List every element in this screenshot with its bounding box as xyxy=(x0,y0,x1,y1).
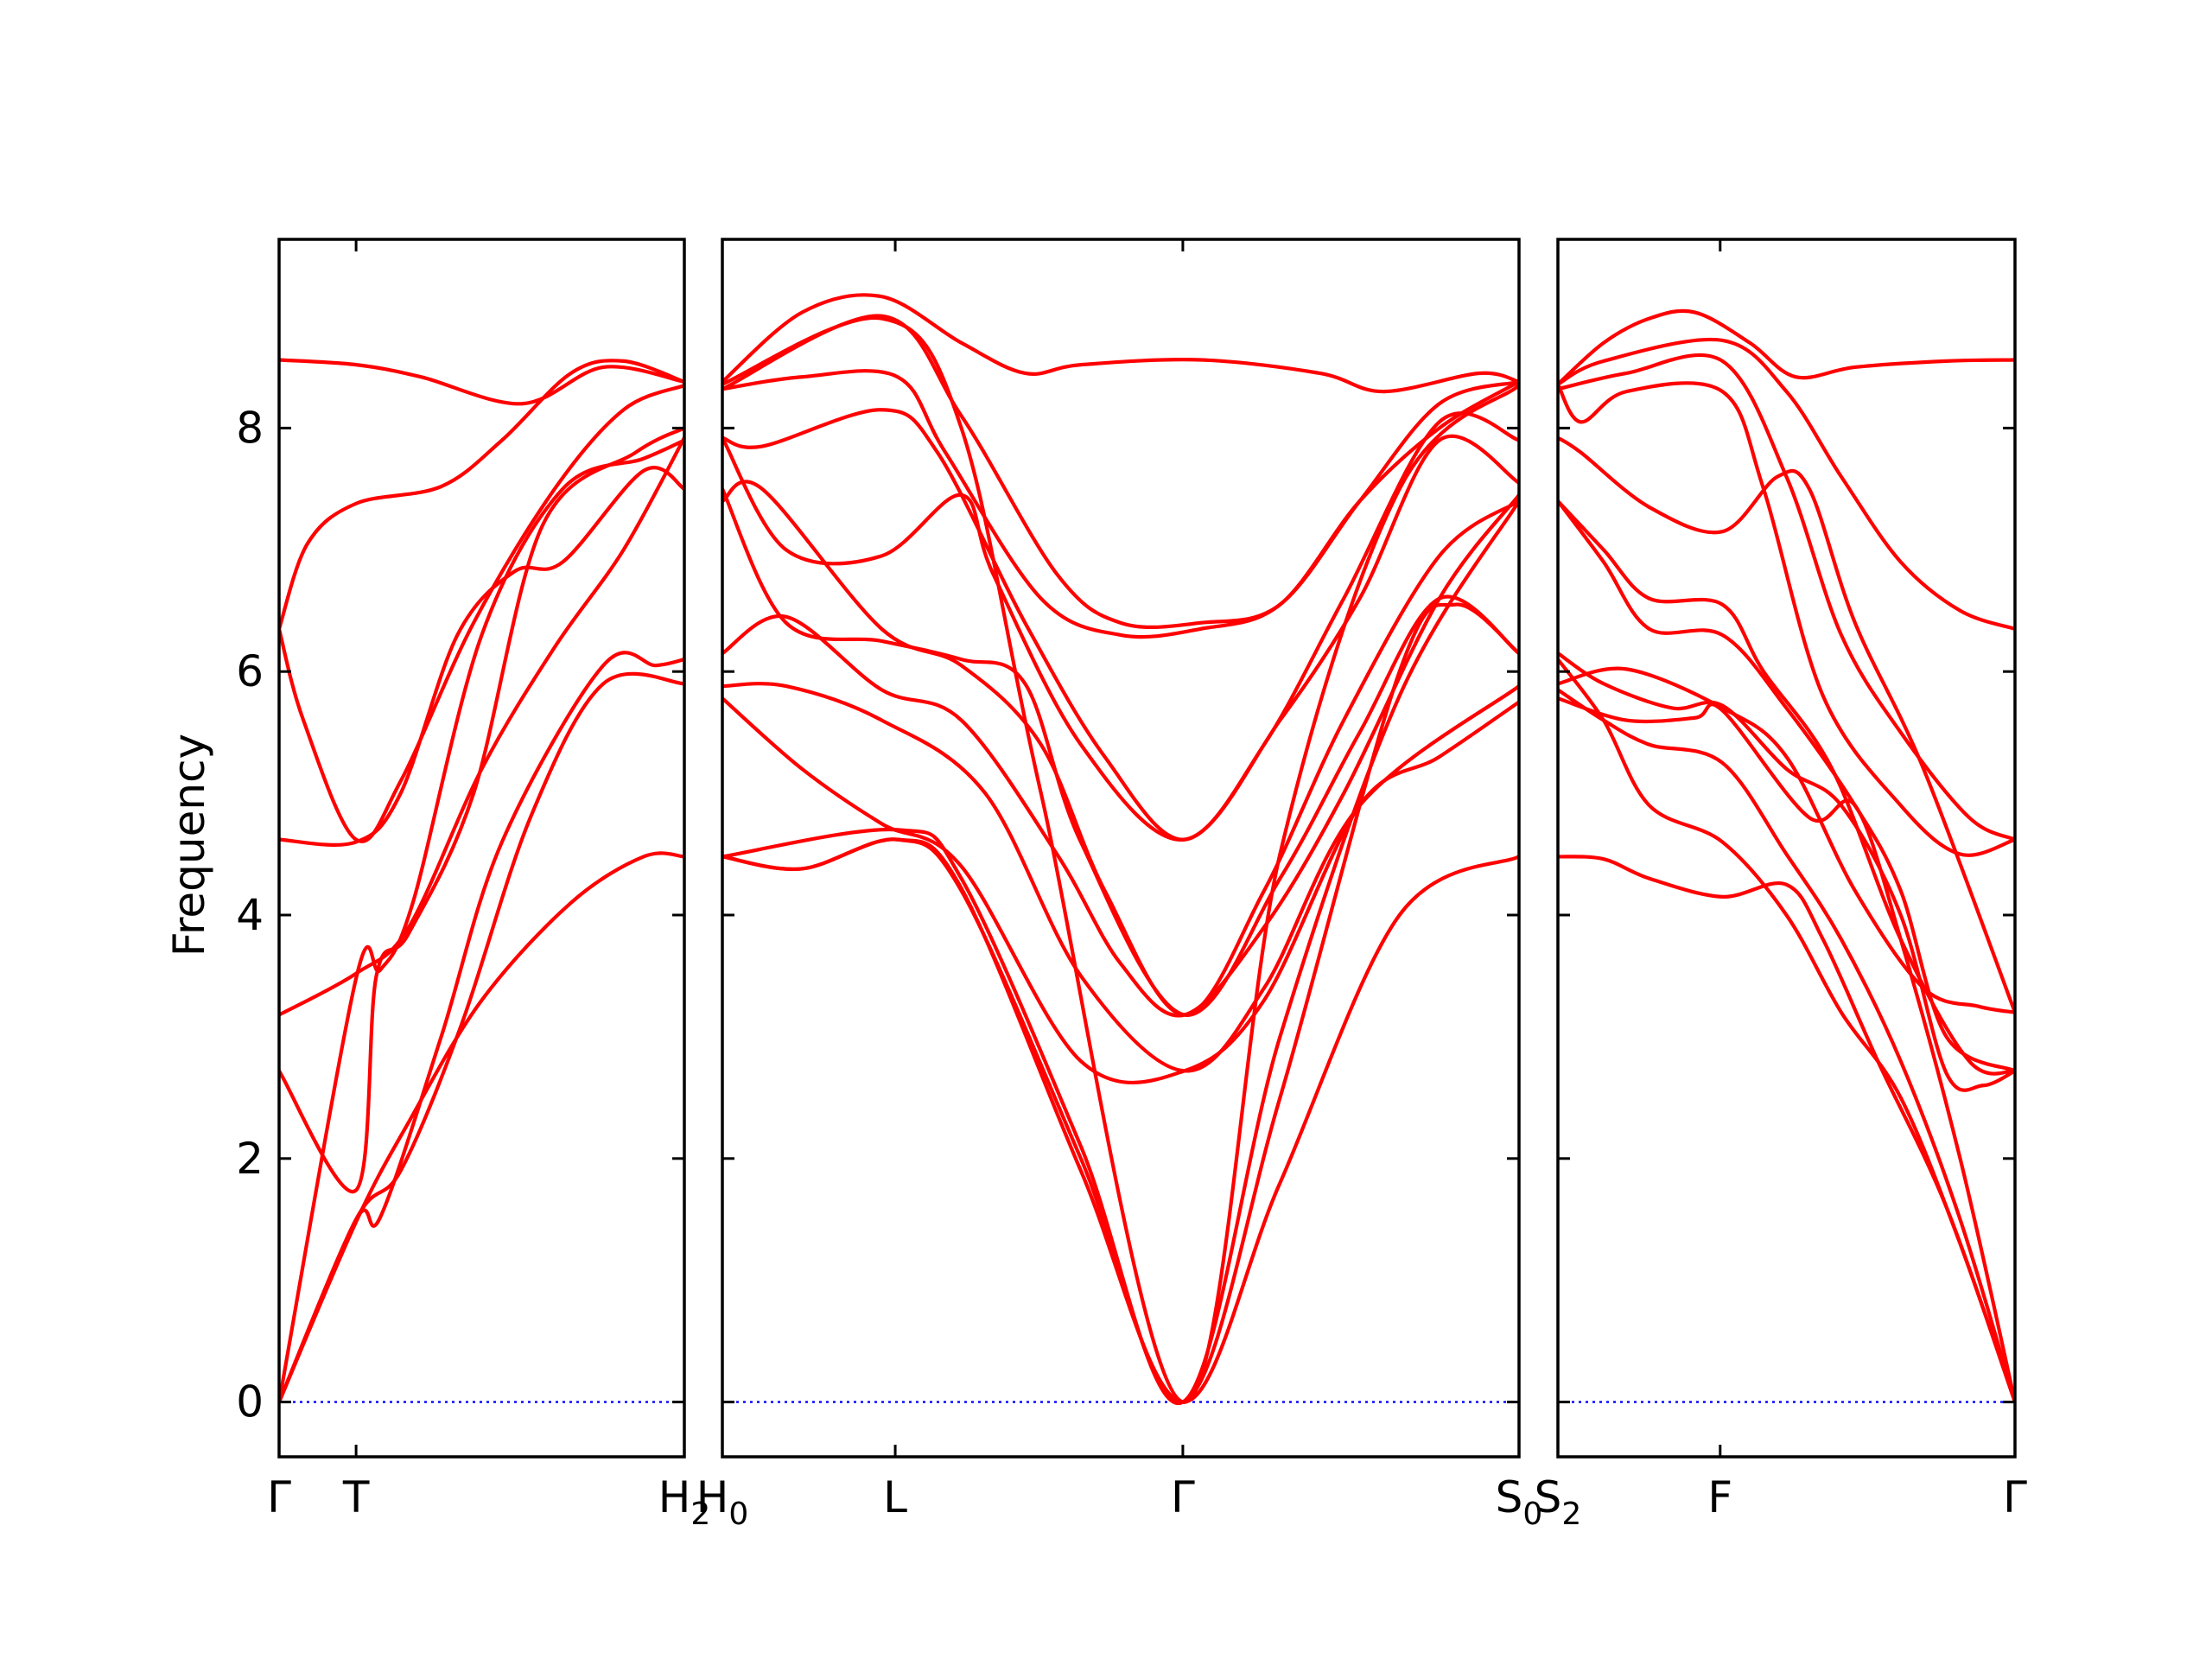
band-line-12 xyxy=(722,499,1519,1406)
x-tick-label: Γ xyxy=(1171,1472,1195,1522)
band-line-3 xyxy=(722,369,1519,639)
band-line-1 xyxy=(722,293,1519,394)
band-line-7 xyxy=(1558,499,2015,1073)
x-tick-label: L xyxy=(883,1472,907,1522)
band-line-1 xyxy=(1558,308,2015,386)
band-line-8 xyxy=(722,493,1519,1018)
band-line-7 xyxy=(279,438,684,1404)
bands xyxy=(279,358,684,1404)
band-line-14 xyxy=(722,837,1519,1404)
panel-frame xyxy=(277,238,686,1459)
band-line-9 xyxy=(1558,666,2015,1014)
y-tick-label: 4 xyxy=(236,890,264,940)
band-line-6 xyxy=(722,486,1519,1017)
panel-frame xyxy=(1556,238,2017,1459)
band-line-4 xyxy=(279,466,684,847)
panel-frame xyxy=(721,238,1521,1459)
y-tick-label: 6 xyxy=(236,646,264,696)
y-axis-title: Frequency xyxy=(164,734,214,957)
band-line-2 xyxy=(279,359,684,631)
band-line-3 xyxy=(279,383,684,843)
band-line-10 xyxy=(279,851,684,1404)
band-line-13 xyxy=(1558,855,2015,1404)
band-line-11 xyxy=(1558,688,2015,1404)
y-tick-label: 2 xyxy=(236,1134,264,1184)
band-line-4 xyxy=(722,408,1519,842)
band-line-1 xyxy=(279,358,684,406)
band-line-10 xyxy=(1558,696,2015,1404)
y-tick-label: 8 xyxy=(236,403,264,453)
x-tick-label: F xyxy=(1707,1472,1732,1522)
band-line-2 xyxy=(1558,337,2015,631)
band-line-8 xyxy=(1558,651,2015,1092)
band-line-6 xyxy=(1558,499,2015,1076)
band-line-3 xyxy=(1558,381,2015,857)
band-line-5 xyxy=(1558,435,2015,1014)
band-line-5 xyxy=(279,435,684,1017)
band-line-10 xyxy=(722,696,1519,1085)
band-line-9 xyxy=(279,671,684,1404)
y-tick-label: 0 xyxy=(236,1377,264,1427)
band-line-7 xyxy=(722,480,1519,1017)
band-line-13 xyxy=(722,315,1519,1404)
x-tick-label: Γ xyxy=(2003,1472,2027,1522)
band-line-9 xyxy=(722,682,1519,1073)
bands xyxy=(722,293,1519,1406)
panel-2: H0 L Γ S0 xyxy=(696,238,1542,1532)
band-line-6 xyxy=(279,426,684,1194)
x-tick-label: Γ xyxy=(267,1472,291,1522)
x-tick-label: T xyxy=(342,1472,370,1522)
band-line-5 xyxy=(722,434,1519,842)
bands xyxy=(1558,308,2015,1404)
panel-3: S2 F Γ xyxy=(1535,238,2027,1532)
band-line-4 xyxy=(1558,353,2015,842)
